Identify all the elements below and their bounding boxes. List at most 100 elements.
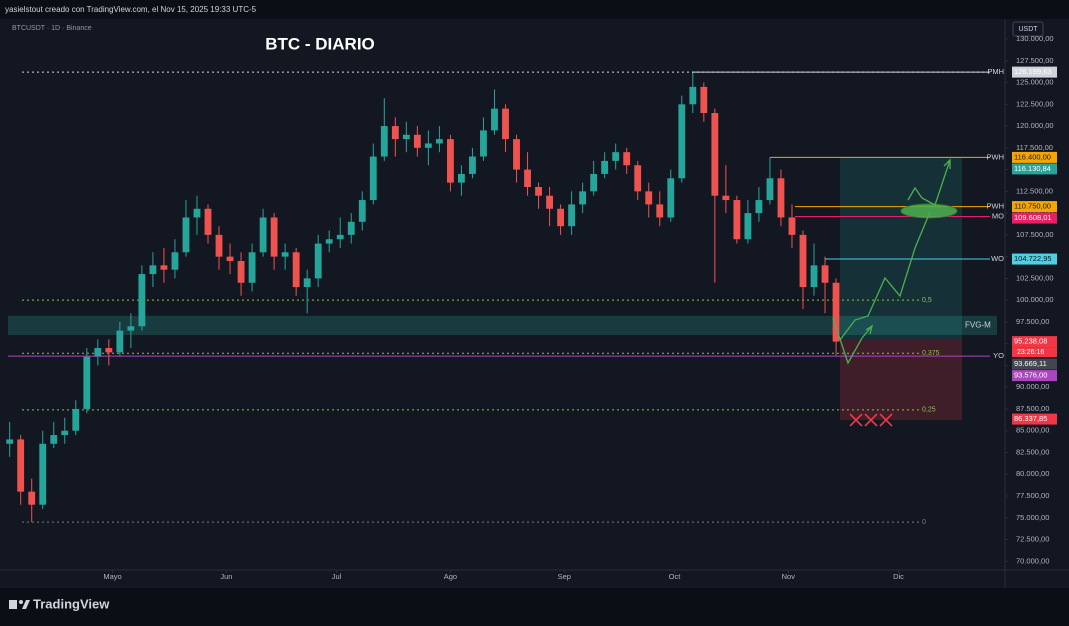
price-label-bg	[1012, 163, 1057, 175]
level-price-label: 109.608,01	[1014, 213, 1052, 222]
top-bar	[0, 0, 1069, 19]
candle-body	[83, 356, 91, 409]
candle-body	[226, 256, 234, 261]
candle-body	[50, 435, 58, 444]
y-tick-label: 90.000,00	[1016, 382, 1049, 391]
candle-body	[413, 134, 421, 148]
candle-body	[391, 126, 399, 140]
candle-body	[689, 86, 697, 105]
y-tick-label: 80.000,00	[1016, 469, 1049, 478]
fib-label: 0,375	[922, 350, 940, 357]
y-tick-label: 87.500,00	[1016, 404, 1049, 413]
candle-body	[469, 156, 476, 174]
candle-body	[711, 113, 719, 196]
level-price-label-bg	[1012, 253, 1057, 265]
candle-body	[513, 139, 520, 170]
candle-body	[369, 156, 377, 201]
candle-body	[623, 152, 631, 166]
level-name: YO	[993, 351, 1004, 360]
level-price-label: 126.199,63	[1014, 67, 1052, 76]
x-tick-label: Oct	[669, 572, 682, 581]
y-tick-label: 117.500,00	[1016, 143, 1053, 152]
candle-body	[612, 152, 620, 161]
candle-body	[402, 134, 410, 140]
candle-body	[435, 139, 443, 144]
level-price-label-bg	[1012, 201, 1057, 213]
y-tick-label: 112.500,00	[1016, 186, 1053, 195]
x-tick-label: Jun	[220, 572, 232, 581]
x-tick-label: Nov	[782, 572, 796, 581]
price-label: 95.238,08	[1014, 337, 1047, 346]
y-tick-label: 107.500,00	[1016, 230, 1054, 239]
fvg-zone	[8, 315, 997, 335]
candle-body	[204, 208, 212, 235]
candle-body	[72, 408, 80, 431]
candle-body	[733, 200, 741, 240]
level-price-label: 116.400,00	[1014, 152, 1051, 161]
candle-body	[535, 186, 542, 196]
logo-mark	[19, 600, 23, 604]
candle-body	[810, 265, 818, 288]
red-crosses	[849, 413, 893, 427]
level-name: MO	[992, 212, 1004, 221]
candle-body	[28, 491, 36, 505]
cross	[879, 413, 893, 427]
candle-body	[347, 221, 355, 235]
candle-body	[777, 178, 785, 218]
candle-body	[314, 243, 322, 279]
candle-body	[744, 213, 752, 240]
candle-body	[116, 330, 124, 353]
cross	[849, 413, 863, 427]
level-price-label: 104.722,95	[1014, 254, 1052, 263]
y-tick-label: 130.000,00	[1016, 34, 1054, 43]
target-ellipse	[900, 203, 958, 219]
candle-body	[336, 234, 344, 240]
candle-body	[502, 108, 509, 140]
level-price-label-bg	[1012, 212, 1057, 224]
target-box	[840, 158, 962, 340]
candle-body	[171, 252, 179, 270]
level-price-label-bg	[1012, 370, 1057, 382]
arrow-head	[943, 158, 951, 169]
level-price-label: 110.750,00	[1014, 202, 1051, 211]
level-name: PWH	[987, 152, 1005, 161]
drawn-arrow	[839, 211, 931, 341]
logo-mark	[22, 600, 30, 609]
candle-body	[645, 191, 653, 205]
level-price-label-bg	[1012, 66, 1057, 78]
candle-body	[149, 265, 157, 275]
countdown: 23:26:16	[1017, 349, 1044, 356]
candle-body	[821, 265, 829, 283]
footer-logo: TradingView	[33, 596, 110, 611]
candle-body	[678, 104, 686, 179]
x-tick-label: Sep	[558, 572, 571, 581]
candle-body	[380, 126, 388, 157]
arrow-head	[865, 324, 874, 335]
y-tick-label: 120.000,00	[1016, 121, 1054, 130]
zone-label: FVG-M	[965, 321, 991, 330]
price-label-bg	[1012, 336, 1057, 348]
price-label-bg	[1012, 413, 1057, 425]
candle-body	[524, 169, 531, 187]
y-tick-label: 77.500,00	[1016, 491, 1049, 500]
x-tick-label: Jul	[332, 572, 342, 581]
logo: TradingView	[9, 596, 110, 611]
candle-body	[358, 200, 366, 222]
y-tick-label: 70.000,00	[1016, 556, 1049, 565]
candle-body	[39, 443, 47, 505]
y-tick-label: 82.500,00	[1016, 447, 1049, 456]
candle-body	[105, 348, 113, 353]
currency-box[interactable]	[1012, 21, 1044, 37]
x-tick-label: Ago	[444, 572, 457, 581]
candle-body	[480, 130, 487, 157]
candle-body	[832, 282, 840, 342]
currency[interactable]: USDT	[1018, 26, 1038, 33]
y-tick-label: 100.000,00	[1016, 295, 1054, 304]
price-label: 86.337,85	[1014, 414, 1047, 423]
candle-body	[458, 173, 465, 183]
logo-mark	[9, 600, 17, 609]
candle-body	[579, 191, 587, 205]
candle-body	[546, 195, 553, 209]
candle-body	[61, 430, 69, 436]
